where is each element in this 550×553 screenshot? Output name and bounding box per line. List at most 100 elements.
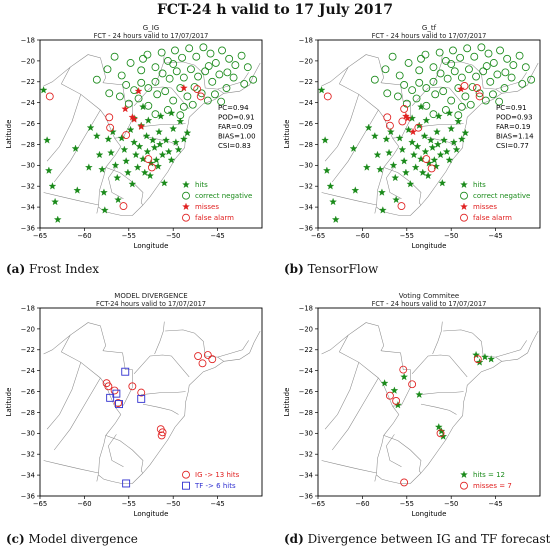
- y-axis-label: Latitude: [283, 120, 291, 149]
- x-axis-label: Longitude: [134, 510, 169, 518]
- data-point: [211, 90, 219, 99]
- boundary-line: [43, 334, 71, 355]
- boundary-line: [98, 472, 144, 484]
- data-point: [106, 393, 115, 402]
- series-hits: [318, 86, 470, 223]
- data-point: [198, 359, 207, 368]
- data-point: [390, 386, 399, 394]
- data-point: [151, 77, 160, 86]
- data-point: [217, 97, 226, 106]
- plot-frame: [39, 39, 263, 229]
- data-point: [408, 380, 417, 389]
- data-point: [53, 215, 62, 223]
- legend-marker: [182, 470, 190, 479]
- data-point: [410, 150, 418, 159]
- legend-label: IG -> 13 hits: [195, 471, 240, 479]
- caption-b-letter: (b): [284, 262, 304, 276]
- data-point: [475, 92, 484, 101]
- data-point: [411, 163, 420, 171]
- data-point: [104, 382, 113, 391]
- data-point: [222, 84, 231, 92]
- series-correct-negative: [370, 43, 536, 120]
- data-point: [371, 132, 379, 140]
- data-point: [468, 83, 477, 91]
- boundary-line: [142, 330, 261, 474]
- data-point: [417, 155, 425, 163]
- x-tick-label: −45: [210, 232, 224, 240]
- legend-label: misses: [473, 203, 497, 211]
- chart-subtitle: FCT - 24 hours valid to 17/07/2017: [372, 32, 487, 40]
- data-point: [144, 101, 153, 110]
- data-point: [383, 89, 392, 98]
- data-point: [206, 49, 215, 58]
- legend-label: false alarm: [473, 214, 512, 222]
- data-point: [128, 180, 137, 188]
- legend-marker: [182, 180, 190, 188]
- data-point: [185, 44, 194, 53]
- y-tick-label: −32: [299, 451, 313, 459]
- data-point: [398, 145, 407, 153]
- data-point: [397, 202, 406, 210]
- data-point: [126, 59, 135, 67]
- data-point: [124, 99, 133, 108]
- data-point: [140, 168, 149, 176]
- stat-text: POD=0.91: [218, 114, 255, 122]
- data-point: [178, 53, 187, 62]
- series-misses-7: [386, 355, 482, 487]
- boundary-line: [154, 321, 165, 355]
- data-points: [102, 351, 217, 488]
- y-tick-label: −36: [299, 224, 313, 232]
- data-point: [479, 67, 488, 76]
- data-point: [404, 125, 413, 134]
- y-tick-label: −34: [21, 204, 35, 212]
- data-point: [71, 144, 80, 152]
- y-tick-label: −34: [299, 472, 313, 480]
- legend-marker: [460, 180, 468, 188]
- legend-label: hits: [473, 181, 486, 189]
- data-point: [124, 168, 132, 176]
- boundary-line: [339, 322, 411, 388]
- data-point: [229, 73, 238, 82]
- data-point: [130, 138, 138, 146]
- data-point: [415, 78, 424, 87]
- stat-text: POD=0.93: [496, 114, 533, 122]
- series-hits-12: [380, 350, 495, 440]
- data-point: [321, 136, 329, 144]
- data-point: [157, 431, 166, 440]
- y-tick-label: −28: [21, 141, 35, 149]
- panel-d: Voting Commitee FCT - 24 hours valid to 1…: [278, 290, 548, 522]
- data-point: [391, 173, 400, 182]
- data-point: [429, 110, 438, 119]
- data-point: [393, 92, 402, 101]
- data-point: [225, 54, 234, 63]
- plot-frame: [317, 307, 541, 497]
- data-point: [386, 127, 395, 136]
- map-boundaries: [321, 321, 539, 484]
- data-point: [110, 52, 119, 61]
- x-tick-label: −55: [400, 500, 414, 508]
- x-tick-label: −55: [400, 232, 414, 240]
- data-point: [153, 90, 162, 99]
- legend-label: hits: [195, 181, 208, 189]
- data-point: [237, 51, 246, 60]
- data-point: [454, 111, 463, 120]
- data-point: [395, 71, 404, 80]
- data-point: [386, 391, 394, 400]
- y-tick-label: −32: [21, 183, 35, 191]
- caption-a: (a) Frost Index: [6, 262, 99, 276]
- y-tick-label: −24: [21, 367, 35, 375]
- y-tick-label: −20: [21, 57, 35, 65]
- data-point: [160, 179, 169, 187]
- boundary-line: [321, 460, 377, 474]
- series-false-alarm: [323, 82, 484, 210]
- boundary-line: [420, 62, 539, 206]
- data-point: [351, 186, 360, 194]
- data-point: [137, 388, 146, 397]
- data-point: [115, 92, 124, 101]
- data-point: [117, 71, 126, 80]
- data-point: [114, 399, 123, 407]
- y-tick-label: −20: [21, 325, 35, 333]
- data-point: [163, 56, 172, 65]
- data-point: [422, 116, 431, 124]
